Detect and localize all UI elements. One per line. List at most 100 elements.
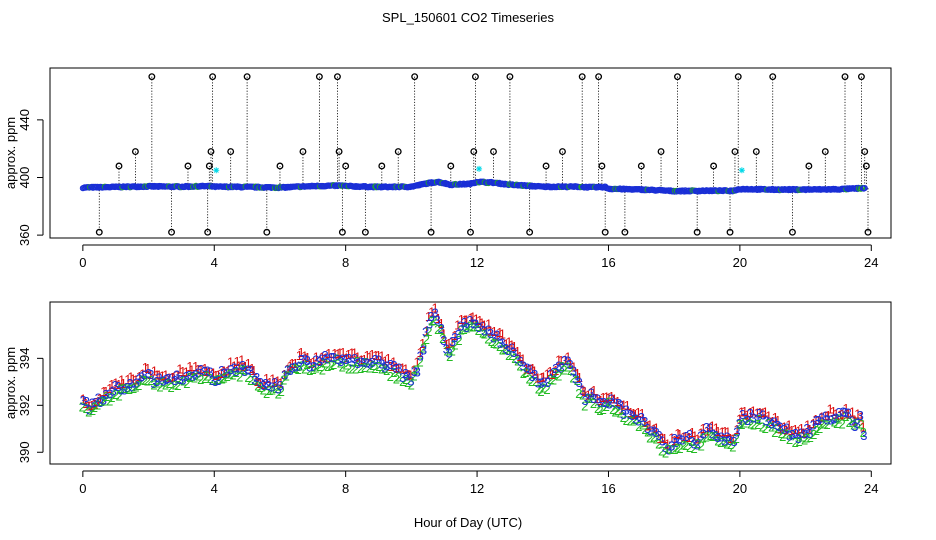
series-3-point: 3 <box>594 392 601 407</box>
outlier-point <box>148 73 156 81</box>
series-1-point: 1 <box>718 424 725 439</box>
outlier-point <box>394 148 402 156</box>
series-1-point: 1 <box>165 370 172 385</box>
series-3-point: 3 <box>383 359 390 374</box>
series-2-point: 2 <box>361 360 368 375</box>
series-2-point: 2 <box>275 387 282 402</box>
series-3-point: 3 <box>798 426 805 441</box>
series-1-point: 1 <box>661 431 668 446</box>
series-3-point: 3 <box>244 363 251 378</box>
series-1-point: 1 <box>659 430 666 445</box>
series-1-point: 1 <box>561 353 568 368</box>
series-3-point: 3 <box>564 353 571 368</box>
series-2-point: 2 <box>298 359 305 374</box>
series-3-point: 3 <box>212 374 219 389</box>
series-1-point: 1 <box>733 422 740 437</box>
series-3-point: 3 <box>114 379 121 394</box>
series-1-point: 1 <box>319 350 326 365</box>
series-3-point: 3 <box>141 368 148 383</box>
series-1-point: 1 <box>448 334 455 349</box>
series-1-point: 1 <box>231 359 238 374</box>
series-3-point: 3 <box>268 379 275 394</box>
outlier-point <box>693 228 701 236</box>
series-1-point: 1 <box>646 418 653 433</box>
series-2-point: 2 <box>632 412 639 427</box>
series-1-point: 1 <box>372 348 379 363</box>
series-3-point: 3 <box>514 351 521 366</box>
series-2-point: 2 <box>777 426 784 441</box>
series-1-point: 1 <box>656 431 663 446</box>
series-1-point: 1 <box>526 362 533 377</box>
series-1-point: 1 <box>378 349 385 364</box>
series-2-point: 2 <box>420 341 427 356</box>
series-1-point: 1 <box>632 407 639 422</box>
series-3-point: 3 <box>173 368 180 383</box>
series-2-point: 2 <box>671 442 678 457</box>
series-3-point: 3 <box>588 386 595 401</box>
series-1-point: 1 <box>201 361 208 376</box>
series-1-point: 1 <box>435 311 442 326</box>
series-1-point: 1 <box>206 365 213 380</box>
series-2-point: 2 <box>375 359 382 374</box>
series-3-point: 3 <box>566 357 573 372</box>
series-3-point: 3 <box>381 360 388 375</box>
outlier-point <box>334 73 341 81</box>
series-2-point: 2 <box>167 380 174 395</box>
series-3-point: 3 <box>766 414 773 429</box>
series-3-point: 3 <box>177 372 184 387</box>
series-1-point: 1 <box>756 405 763 420</box>
series-2-point: 2 <box>744 413 751 428</box>
series-3-point: 3 <box>411 364 418 379</box>
series-1-point: 1 <box>523 362 530 377</box>
series-2-point: 2 <box>348 362 355 377</box>
series-1-point: 1 <box>256 376 263 391</box>
series-1-point: 1 <box>100 384 107 399</box>
series-2-point: 2 <box>166 376 173 391</box>
outlier-point <box>862 162 870 170</box>
series-1-point: 1 <box>566 356 573 371</box>
outlier-point <box>131 148 139 156</box>
series-1-point: 1 <box>124 372 131 387</box>
series-3-point: 3 <box>754 412 761 427</box>
series-1-point: 1 <box>469 310 476 325</box>
series-2-point: 2 <box>313 361 320 376</box>
series-3-point: 3 <box>297 352 304 367</box>
series-2-point: 2 <box>404 375 411 390</box>
series-2-point: 2 <box>278 384 285 399</box>
series-1-point: 1 <box>438 316 445 331</box>
series-2-point: 2 <box>547 372 554 387</box>
series-1-point: 1 <box>85 398 92 413</box>
series-1-point: 1 <box>653 421 660 436</box>
series-1-point: 1 <box>851 414 858 429</box>
series-1-point: 1 <box>502 337 509 352</box>
series-3-point: 3 <box>815 413 822 428</box>
series-3-point: 3 <box>611 396 618 411</box>
series-3-point: 3 <box>306 360 313 375</box>
outlier-point <box>207 148 215 156</box>
series-1-point: 1 <box>461 313 468 328</box>
series-2-point: 2 <box>381 361 388 376</box>
series-2-point: 2 <box>103 389 110 404</box>
series-3-point: 3 <box>520 358 527 373</box>
series-3-point: 3 <box>606 396 613 411</box>
series-1-point: 1 <box>635 405 642 420</box>
series-1-point: 1 <box>505 334 512 349</box>
outlier-point <box>168 228 176 236</box>
series-3-point: 3 <box>100 392 107 407</box>
series-3-point: 3 <box>623 403 630 418</box>
series-2-point: 2 <box>709 429 716 444</box>
series-2-point: 2 <box>520 366 527 381</box>
y-axis-label-top: approx. ppm <box>3 117 18 189</box>
series-3-point: 3 <box>330 350 337 365</box>
series-3-point: 3 <box>744 413 751 428</box>
series-3-point: 3 <box>762 414 769 429</box>
series-2-point: 2 <box>594 401 601 416</box>
series-1-point: 1 <box>179 364 186 379</box>
outlier-point <box>205 162 213 170</box>
series-2-point: 2 <box>269 383 276 398</box>
series-3-point: 3 <box>683 429 690 444</box>
series-3-point: 3 <box>169 371 176 386</box>
outlier-point <box>490 148 497 156</box>
series-3-point: 3 <box>129 380 136 395</box>
